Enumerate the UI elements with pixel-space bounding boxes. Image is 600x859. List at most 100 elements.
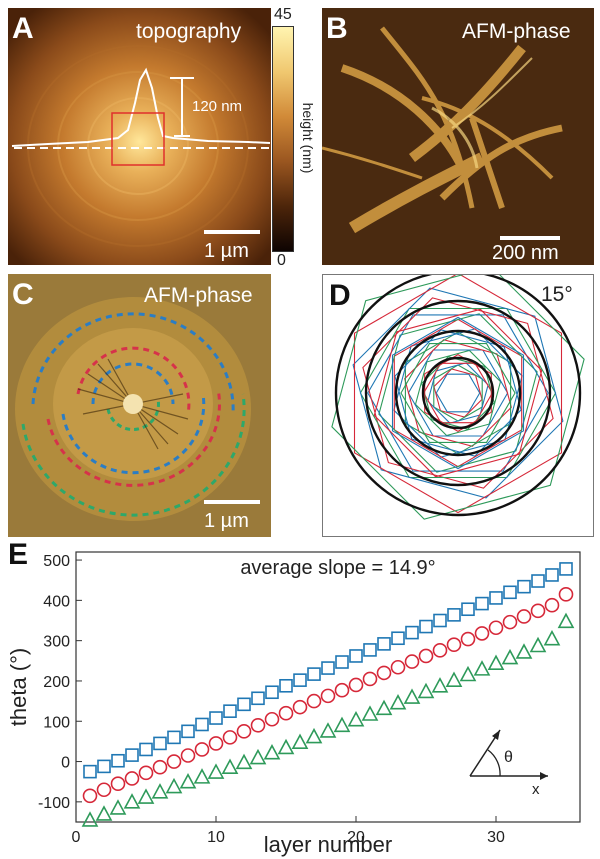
point-square-24 xyxy=(419,619,433,634)
point-circle-0 xyxy=(82,788,98,804)
point-triangle-17 xyxy=(319,722,337,738)
panel-a: A topography 120 nm 1 µm xyxy=(8,8,271,265)
point-triangle-26 xyxy=(445,671,463,687)
point-triangle-5 xyxy=(151,783,169,799)
spiral-polygon-19 xyxy=(373,308,543,478)
y-tick-label-1: 0 xyxy=(61,755,70,772)
point-square-23 xyxy=(405,625,419,640)
panel-b: B AFM-phase 200 nm xyxy=(322,8,594,265)
inset-x-label: x xyxy=(532,781,540,798)
point-circle-7 xyxy=(180,748,196,763)
point-circle-22 xyxy=(390,659,406,675)
point-square-10 xyxy=(223,704,237,718)
point-square-26 xyxy=(447,608,461,622)
point-circle-12 xyxy=(250,717,266,733)
point-square-17 xyxy=(321,661,335,675)
point-square-29 xyxy=(489,591,503,605)
spiral-polygon-16 xyxy=(367,314,549,472)
panel-c-title: AFM-phase xyxy=(144,284,253,307)
afm-phase-image-c xyxy=(8,274,271,537)
inset-vector-arrow xyxy=(492,730,500,740)
point-triangle-34 xyxy=(557,612,575,629)
point-square-34 xyxy=(559,562,573,576)
x-axis-label: layer number xyxy=(264,832,392,857)
point-triangle-11 xyxy=(235,753,253,770)
point-triangle-23 xyxy=(403,688,421,704)
point-circle-33 xyxy=(544,597,560,613)
y-tick-label-0: -100 xyxy=(38,795,70,812)
point-square-22 xyxy=(391,631,405,646)
point-circle-27 xyxy=(460,631,476,647)
point-triangle-14 xyxy=(277,738,295,755)
point-square-33 xyxy=(545,568,559,582)
point-square-15 xyxy=(293,673,307,687)
spiral-circle-1 xyxy=(394,329,522,457)
spiral-polygon-2 xyxy=(433,364,483,422)
point-square-20 xyxy=(363,643,377,657)
point-square-14 xyxy=(279,678,293,693)
point-square-19 xyxy=(349,649,363,663)
point-circle-15 xyxy=(292,699,308,715)
point-triangle-10 xyxy=(221,758,239,774)
point-circle-3 xyxy=(124,771,140,786)
spiral-diagram xyxy=(331,275,585,520)
point-circle-14 xyxy=(278,705,294,721)
point-square-31 xyxy=(517,579,531,594)
twist-angle-label: 15° xyxy=(541,283,573,306)
point-circle-11 xyxy=(236,724,252,739)
inset-theta-label: θ xyxy=(504,749,513,766)
point-circle-4 xyxy=(138,765,154,781)
spiral-circle-0 xyxy=(421,356,495,430)
panel-b-label: B xyxy=(326,12,348,45)
point-circle-30 xyxy=(502,614,518,630)
point-circle-16 xyxy=(306,693,322,709)
point-square-18 xyxy=(335,655,349,669)
point-square-2 xyxy=(111,753,125,768)
point-circle-8 xyxy=(194,742,210,757)
profile-height-annotation: 120 nm xyxy=(192,98,243,115)
point-square-21 xyxy=(377,637,391,651)
point-triangle-7 xyxy=(179,773,197,789)
spiral-polygon-12 xyxy=(400,343,516,443)
y-tick-label-2: 100 xyxy=(43,714,70,731)
panel-a-scale-label: 1 µm xyxy=(204,240,249,262)
spiral-polygon-18 xyxy=(391,316,525,470)
point-triangle-31 xyxy=(515,643,533,659)
spiral-circle-3 xyxy=(334,275,582,517)
point-circle-13 xyxy=(264,711,280,727)
x-tick-label-0: 0 xyxy=(72,829,81,846)
y-tick-label-3: 200 xyxy=(43,674,70,691)
point-triangle-19 xyxy=(347,710,365,727)
point-square-8 xyxy=(195,717,209,732)
point-circle-34 xyxy=(558,587,574,602)
point-triangle-3 xyxy=(123,793,141,809)
spiral-polygon-14 xyxy=(393,318,523,468)
point-square-27 xyxy=(461,602,475,617)
spiral-polygon-23 xyxy=(331,275,585,520)
point-square-16 xyxy=(307,667,321,681)
point-circle-19 xyxy=(348,677,364,693)
point-triangle-9 xyxy=(207,763,225,779)
point-square-12 xyxy=(251,691,265,706)
point-triangle-8 xyxy=(193,768,211,784)
spiral-polygon-22 xyxy=(353,275,563,514)
point-circle-1 xyxy=(96,782,112,798)
spiral-polygon-21 xyxy=(352,287,564,499)
point-circle-32 xyxy=(530,603,546,619)
panel-c-label: C xyxy=(12,278,34,311)
y-tick-label-4: 300 xyxy=(43,634,70,651)
point-square-4 xyxy=(139,742,153,757)
spiral-polygon-1 xyxy=(433,368,483,418)
panel-a-title: topography xyxy=(136,20,242,43)
point-triangle-27 xyxy=(459,665,477,682)
point-square-0 xyxy=(83,764,97,779)
spiral-polygon-11 xyxy=(393,328,523,458)
panel-c: C AFM-phase 1 µm xyxy=(8,274,271,537)
point-circle-31 xyxy=(516,609,532,624)
y-tick-label-6: 500 xyxy=(43,553,70,570)
inset-angle-arc xyxy=(487,749,501,777)
point-square-1 xyxy=(97,759,111,774)
point-circle-20 xyxy=(362,671,378,687)
point-triangle-2 xyxy=(109,799,127,815)
